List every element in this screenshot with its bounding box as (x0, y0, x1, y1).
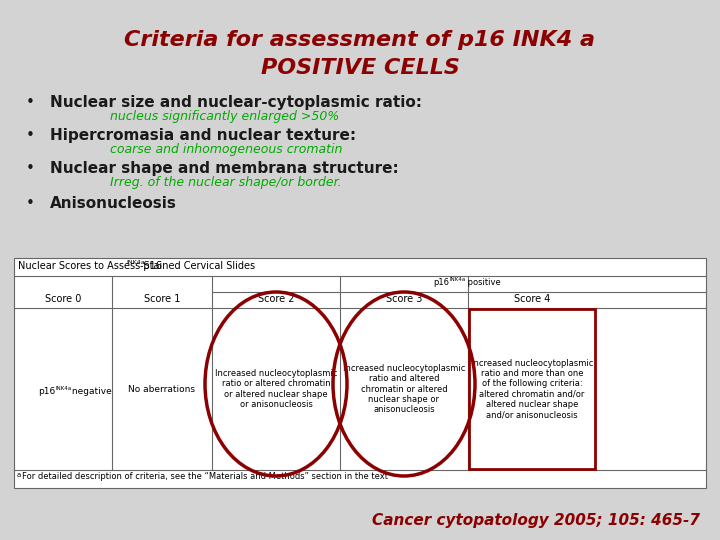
Text: Cancer cytopatology 2005; 105: 465-7: Cancer cytopatology 2005; 105: 465-7 (372, 513, 700, 528)
Text: POSITIVE CELLS: POSITIVE CELLS (261, 58, 459, 78)
Text: negative: negative (69, 387, 112, 395)
Text: Score 4: Score 4 (514, 294, 550, 304)
Text: a: a (17, 472, 22, 478)
Text: Score 0: Score 0 (45, 294, 81, 304)
Text: Hipercromasia and nuclear texture:: Hipercromasia and nuclear texture: (50, 128, 356, 143)
Text: nucleus significantly enlarged >50%: nucleus significantly enlarged >50% (110, 110, 339, 123)
Text: •: • (26, 196, 35, 211)
Text: No aberrations: No aberrations (128, 384, 196, 394)
Text: Nuclear Scores to Assess p16: Nuclear Scores to Assess p16 (18, 261, 162, 271)
Text: Irreg. of the nuclear shape/or border.: Irreg. of the nuclear shape/or border. (110, 176, 341, 189)
Text: Score 3: Score 3 (386, 294, 422, 304)
Text: For detailed description of criteria, see the “Materials and Methods” section in: For detailed description of criteria, se… (22, 472, 388, 481)
Bar (469, 309, 595, 469)
Text: Increased nucleocytoplasmic
ratio or altered chromatin
or altered nuclear shape
: Increased nucleocytoplasmic ratio or alt… (215, 369, 337, 409)
Text: INK4a: INK4a (126, 260, 145, 265)
Text: p16: p16 (433, 278, 449, 287)
Text: Score 2: Score 2 (258, 294, 294, 304)
Text: INK4a: INK4a (55, 386, 71, 390)
Text: coarse and inhomogeneous cromatin: coarse and inhomogeneous cromatin (110, 143, 343, 156)
Text: Anisonucleosis: Anisonucleosis (50, 196, 177, 211)
Text: positive: positive (465, 278, 500, 287)
Text: Nuclear shape and membrana structure:: Nuclear shape and membrana structure: (50, 161, 399, 176)
Text: p16: p16 (37, 387, 55, 395)
Text: Nuclear size and nuclear-cytoplasmic ratio:: Nuclear size and nuclear-cytoplasmic rat… (50, 95, 422, 110)
Text: Increased nucleocytoplasmic
ratio and altered
chromatin or altered
nuclear shape: Increased nucleocytoplasmic ratio and al… (343, 364, 465, 414)
Text: Score 1: Score 1 (144, 294, 180, 304)
Bar (14, 258, 706, 488)
Text: -Stained Cervical Slides: -Stained Cervical Slides (140, 261, 255, 271)
Text: Increased nucleocytoplasmic
ratio and more than one
of the following criteria:
a: Increased nucleocytoplasmic ratio and mo… (471, 359, 593, 420)
Text: •: • (26, 95, 35, 110)
Text: •: • (26, 161, 35, 176)
Text: Criteria for assessment of p16 INK4 a: Criteria for assessment of p16 INK4 a (125, 30, 595, 50)
Text: •: • (26, 128, 35, 143)
Text: INK4a: INK4a (449, 277, 465, 282)
